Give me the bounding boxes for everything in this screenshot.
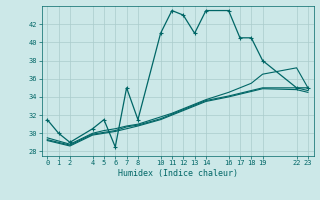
X-axis label: Humidex (Indice chaleur): Humidex (Indice chaleur) bbox=[118, 169, 237, 178]
